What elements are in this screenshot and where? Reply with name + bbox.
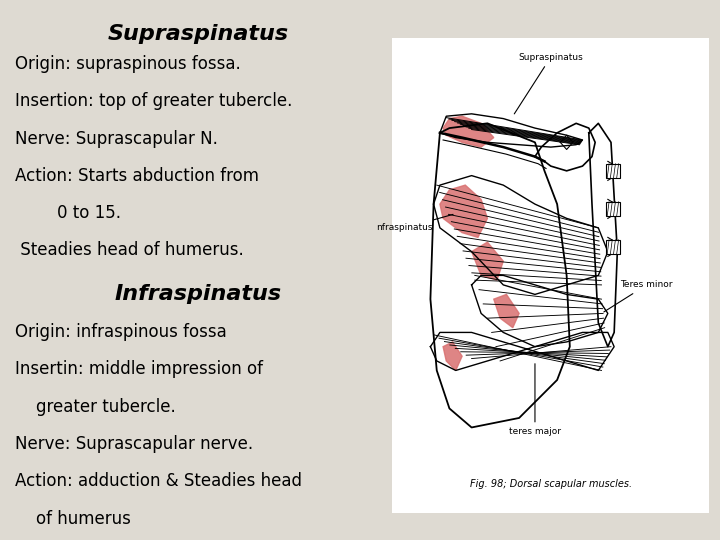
Text: Nerve: Suprascapular N.: Nerve: Suprascapular N.	[15, 130, 217, 147]
Text: Fig. 98; Dorsal scapular muscles.: Fig. 98; Dorsal scapular muscles.	[469, 480, 632, 489]
Polygon shape	[589, 123, 617, 347]
Text: Supraspinatus: Supraspinatus	[107, 24, 289, 44]
Text: Insertion: top of greater tubercle.: Insertion: top of greater tubercle.	[15, 92, 292, 110]
Text: Action: adduction & Steadies head: Action: adduction & Steadies head	[15, 472, 302, 490]
Polygon shape	[431, 333, 614, 370]
Bar	[606, 202, 621, 216]
Polygon shape	[535, 123, 595, 171]
Text: Nerve: Suprascapular nerve.: Nerve: Suprascapular nerve.	[15, 435, 253, 453]
Text: Steadies head of humerus.: Steadies head of humerus.	[15, 241, 243, 260]
Polygon shape	[431, 123, 570, 428]
Polygon shape	[440, 114, 582, 147]
Bar	[606, 164, 621, 178]
Polygon shape	[433, 176, 608, 294]
Text: Infraspinatus: Infraspinatus	[114, 284, 282, 304]
Text: teres major: teres major	[509, 364, 561, 436]
Polygon shape	[443, 116, 494, 147]
Text: Action: Starts abduction from: Action: Starts abduction from	[15, 167, 258, 185]
Polygon shape	[472, 242, 503, 280]
Text: Teres minor: Teres minor	[604, 280, 673, 312]
Polygon shape	[472, 275, 608, 347]
Polygon shape	[494, 294, 519, 328]
Polygon shape	[443, 342, 462, 370]
Text: greater tubercle.: greater tubercle.	[15, 397, 176, 415]
Text: Origin: supraspinous fossa.: Origin: supraspinous fossa.	[15, 55, 240, 73]
Text: nfraspinatus: nfraspinatus	[377, 214, 453, 232]
Text: of humerus: of humerus	[15, 510, 131, 528]
Text: Supraspinatus: Supraspinatus	[514, 52, 583, 114]
Text: Insertin: middle impression of: Insertin: middle impression of	[15, 360, 263, 378]
Text: Origin: infraspinous fossa: Origin: infraspinous fossa	[15, 323, 227, 341]
Text: 0 to 15.: 0 to 15.	[15, 204, 121, 222]
Bar	[606, 240, 621, 254]
Polygon shape	[440, 185, 487, 238]
